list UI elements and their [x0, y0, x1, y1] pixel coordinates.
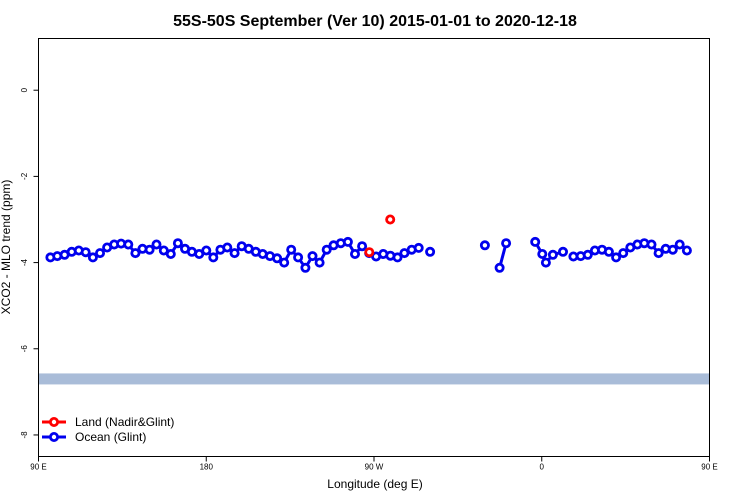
data-point	[582, 249, 593, 260]
data-point	[392, 252, 403, 263]
land-band	[39, 373, 709, 385]
data-point	[222, 242, 233, 253]
data-point	[80, 247, 91, 258]
legend-marker	[49, 416, 60, 427]
y-tick-label: -8	[20, 431, 29, 439]
data-point	[165, 248, 176, 259]
data-point	[279, 257, 290, 268]
data-point	[540, 257, 551, 268]
x-axis-label: Longitude (deg E)	[327, 477, 422, 491]
data-point	[208, 252, 219, 263]
series-layer	[45, 214, 692, 273]
data-point	[611, 252, 622, 263]
data-point	[653, 248, 664, 259]
data-point	[123, 239, 134, 250]
data-point	[349, 248, 360, 259]
x-tick-label: 0	[540, 463, 545, 472]
data-point	[537, 248, 548, 259]
legend-marker	[49, 431, 60, 442]
chart-title: 55S-50S September (Ver 10) 2015-01-01 to…	[173, 13, 577, 30]
data-point	[501, 238, 512, 249]
data-point	[399, 248, 410, 259]
data-point	[357, 241, 368, 252]
data-point	[300, 262, 311, 273]
data-point	[385, 214, 396, 225]
data-point	[87, 252, 98, 263]
y-tick-label: -6	[20, 345, 29, 353]
data-point	[130, 248, 141, 259]
x-tick-label: 180	[200, 463, 214, 472]
data-point	[618, 248, 629, 259]
y-axis: 0 -2 -4 -6 -8	[20, 87, 39, 439]
data-point	[681, 245, 692, 256]
data-point	[293, 252, 304, 263]
data-point	[286, 244, 297, 255]
data-point	[479, 240, 490, 251]
data-point	[307, 251, 318, 262]
y-axis-label: XCO2 - MLO trend (ppm)	[0, 180, 13, 315]
data-point	[321, 244, 332, 255]
y-tick-label: 0	[20, 87, 29, 92]
data-point	[172, 238, 183, 249]
data-point	[413, 242, 424, 253]
x-axis: 90 E 180 90 W 0 90 E	[30, 456, 718, 472]
x-tick-label: 90 E	[701, 463, 717, 472]
data-point	[558, 246, 569, 257]
data-point	[425, 246, 436, 257]
data-point	[603, 246, 614, 257]
data-point	[667, 244, 678, 255]
data-point	[95, 248, 106, 259]
data-point	[646, 239, 657, 250]
data-point	[547, 249, 558, 260]
data-point	[530, 236, 541, 247]
data-point	[144, 244, 155, 255]
data-point	[674, 239, 685, 250]
data-point	[229, 248, 240, 259]
legend: Land (Nadir&Glint)Ocean (Glint)	[42, 415, 174, 444]
x-tick-label: 90 E	[30, 463, 46, 472]
data-point	[342, 236, 353, 247]
y-tick-label: -4	[20, 258, 29, 266]
data-point	[364, 247, 375, 258]
data-point	[314, 257, 325, 268]
land-band-rect	[39, 373, 709, 385]
x-tick-label: 90 W	[365, 463, 384, 472]
data-point	[494, 262, 505, 273]
legend-label: Land (Nadir&Glint)	[75, 415, 174, 429]
data-point	[201, 245, 212, 256]
series-land	[364, 214, 396, 258]
data-point	[272, 253, 283, 264]
legend-label: Ocean (Glint)	[75, 430, 146, 444]
y-tick-label: -2	[20, 172, 29, 180]
data-point	[151, 239, 162, 250]
